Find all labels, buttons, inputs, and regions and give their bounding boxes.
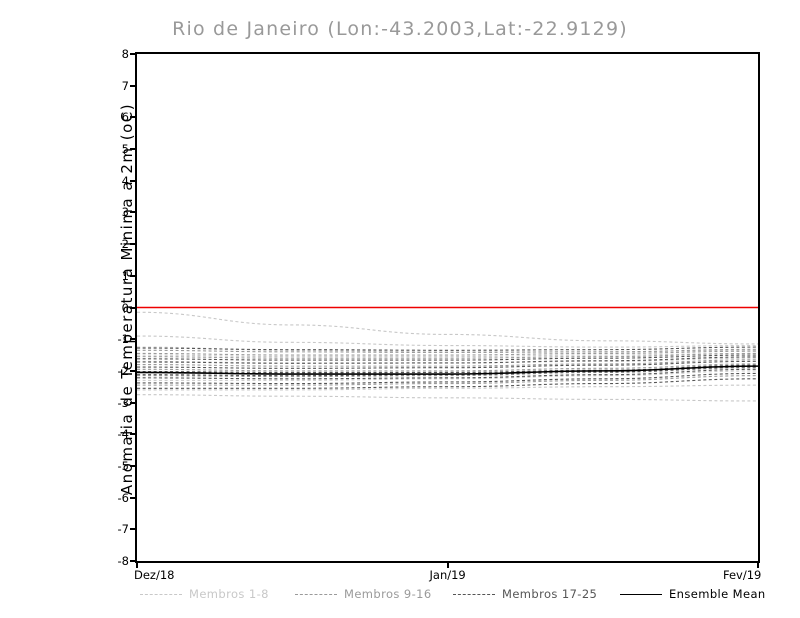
ensemble-member-line [137,378,758,389]
y-tick-mark [130,528,135,531]
y-tick-mark [130,243,135,246]
legend-item: Membros 17-25 [453,585,597,603]
y-tick-label: -7 [117,522,129,537]
y-tick-mark [130,306,135,309]
y-tick-label: 3 [121,205,129,220]
y-tick-label: 8 [121,47,129,61]
plot-area [135,52,760,563]
y-tick-label: -2 [117,363,129,378]
x-tick-label: Dez/18 [134,568,175,582]
legend-label: Membros 17-25 [502,587,598,601]
ensemble-member-line [137,363,758,372]
y-tick-label: -3 [117,395,129,410]
ensemble-member-line [137,354,758,361]
chart-legend: Membros 1-8 Membros 9-16 Membros 17-25 Ense… [135,585,765,607]
ensemble-member-line [137,356,758,364]
x-tick-mark [757,563,759,568]
y-tick-label: 6 [121,110,129,125]
y-tick-label: 4 [121,173,129,188]
ensemble-member-line [137,370,758,381]
y-tick-mark [130,84,135,87]
y-tick-label: -8 [117,554,129,568]
y-tick-mark [130,179,135,182]
y-tick-mark [130,369,135,372]
y-tick-mark [130,401,135,404]
ensemble-member-line [137,367,758,378]
legend-swatch [140,593,182,595]
chart-title: Rio de Janeiro (Lon:-43.2003,Lat:-22.912… [172,18,628,40]
ensemble-member-line [137,360,758,369]
ensemble-member-line [137,352,758,359]
y-tick-mark [130,464,135,467]
y-tick-mark [130,274,135,277]
legend-item: Ensemble Mean [620,585,766,603]
x-tick-label: Fev/19 [723,568,762,582]
y-tick-label: 5 [121,142,129,157]
x-tick-mark [446,563,449,568]
ensemble-member-line [137,394,758,402]
legend-item: Membros 9-16 [295,585,432,603]
legend-swatch [295,593,337,595]
y-tick-label: 1 [121,268,129,283]
ensemble-member-line [137,346,758,353]
ensemble-member-line [137,375,758,386]
legend-swatch [453,593,495,595]
ensemble-mean-line [137,365,758,375]
y-tick-label: -4 [117,427,129,442]
legend-item: Membros 1-8 [140,585,269,603]
y-tick-mark [130,433,135,436]
y-tick-label: -6 [117,490,129,505]
ensemble-member-line [137,368,758,380]
x-tick-label: Jan/19 [429,568,466,582]
ensemble-member-line [137,352,758,358]
legend-swatch [620,593,662,595]
y-tick-label: -5 [117,458,129,473]
ensemble-member-line [137,350,758,356]
y-tick-label: -1 [117,332,129,347]
ensemble-member-line [137,348,758,354]
y-tick-label: 2 [121,237,129,252]
ensemble-member-line [137,335,758,348]
ensemble-member-line [137,372,758,385]
x-tick-mark [136,563,138,568]
legend-label: Ensemble Mean [669,587,766,601]
y-tick-mark [130,53,135,55]
ensemble-member-line [137,311,758,345]
legend-label: Membros 1-8 [189,587,269,601]
y-tick-mark [130,338,135,341]
legend-label: Membros 9-16 [344,587,432,601]
y-tick-label: 7 [121,78,129,93]
ensemble-member-line [137,359,758,367]
ensemble-member-line [137,384,758,391]
y-tick-mark [130,148,135,151]
y-tick-mark [130,496,135,499]
y-tick-mark [130,560,135,562]
plot-lines [137,306,758,402]
y-tick-mark [130,116,135,119]
ensemble-member-line [137,346,758,351]
y-tick-label: 0 [121,300,129,315]
y-tick-mark [130,211,135,214]
